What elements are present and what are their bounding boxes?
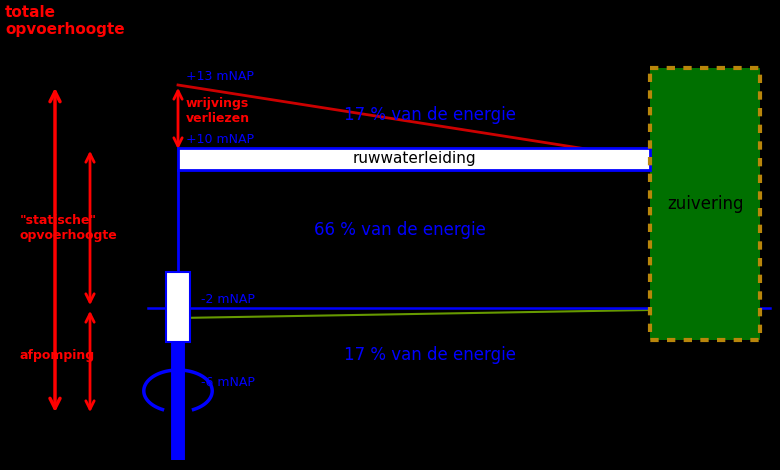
Text: totale: totale xyxy=(5,5,56,20)
Text: zuivering: zuivering xyxy=(667,195,743,213)
Text: -2 mNAP: -2 mNAP xyxy=(201,293,255,306)
Text: +13 mNAP: +13 mNAP xyxy=(186,70,254,83)
Text: 17 % van de energie: 17 % van de energie xyxy=(344,346,516,364)
Text: -6 mNAP: -6 mNAP xyxy=(201,376,255,389)
Text: 17 % van de energie: 17 % van de energie xyxy=(344,106,516,124)
Bar xyxy=(650,68,760,340)
Text: afpomping: afpomping xyxy=(20,350,95,362)
Bar xyxy=(166,272,190,342)
Text: +10 mNAP: +10 mNAP xyxy=(186,133,254,146)
Text: "statische"
opvoerhoogte: "statische" opvoerhoogte xyxy=(20,214,118,242)
Bar xyxy=(178,148,650,170)
Text: wrijvings
verliezen: wrijvings verliezen xyxy=(186,97,250,125)
Bar xyxy=(650,68,760,340)
Text: ruwwaterleiding: ruwwaterleiding xyxy=(353,151,476,166)
Text: 66 % van de energie: 66 % van de energie xyxy=(314,221,486,239)
Text: opvoerhoogte: opvoerhoogte xyxy=(5,22,125,37)
